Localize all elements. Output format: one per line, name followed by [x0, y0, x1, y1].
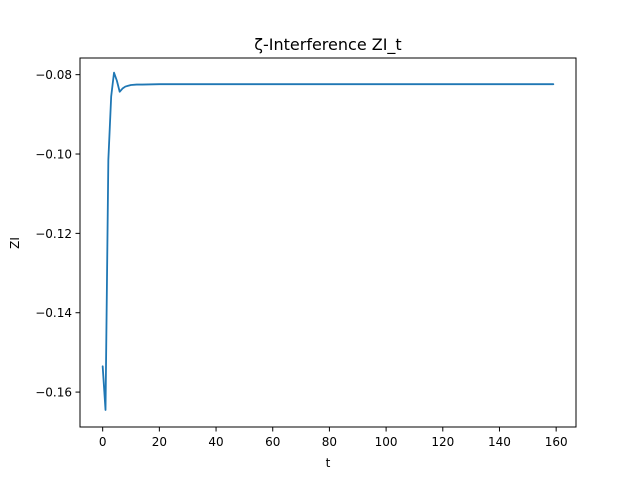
x-tick-label: 120 [431, 435, 454, 449]
x-tick-label: 20 [152, 435, 167, 449]
x-tick-label: 0 [99, 435, 107, 449]
series-line-0 [101, 71, 555, 411]
x-tick-label: 140 [488, 435, 511, 449]
y-tick-label: −0.14 [35, 306, 72, 320]
y-tick-label: −0.08 [35, 68, 72, 82]
x-tick-label: 60 [265, 435, 280, 449]
y-axis-label: ZI [8, 237, 22, 249]
x-tick-label: 160 [545, 435, 568, 449]
y-tick-label: −0.10 [35, 148, 72, 162]
x-axis: 0 20 40 60 80 100 120 140 160 [99, 427, 568, 449]
x-tick-label: 40 [208, 435, 223, 449]
x-tick-label: 100 [375, 435, 398, 449]
y-tick-label: −0.16 [35, 386, 72, 400]
plot-area [101, 71, 555, 411]
y-tick-label: −0.12 [35, 227, 72, 241]
x-tick-label: 80 [322, 435, 337, 449]
x-axis-label: t [326, 456, 331, 470]
y-axis: −0.16 −0.14 −0.12 −0.10 −0.08 [35, 68, 80, 400]
chart-title: ζ-Interference ZI_t [254, 35, 401, 55]
plot-frame [79, 57, 577, 428]
